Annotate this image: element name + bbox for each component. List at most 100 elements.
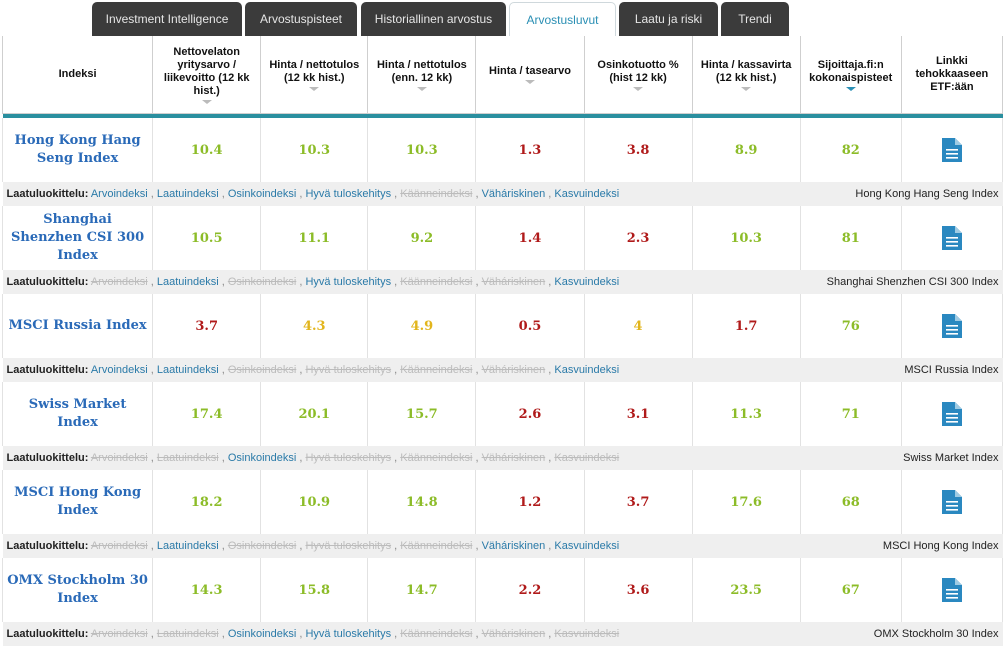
separator: , [545,364,555,376]
sort-arrow-icon[interactable] [201,99,212,104]
separator: , [545,540,555,552]
separator: , [218,364,228,376]
index-name-link[interactable]: MSCI Russia Index [1,294,154,358]
separator: , [147,276,157,288]
value-cell: 4.3 [260,294,369,358]
index-name-right: MSCI Hong Kong Index [882,540,999,552]
separator: , [147,540,157,552]
header-dividend-yield[interactable]: Osinkotuotto % (hist 12 kk) [583,36,693,114]
index-name-link[interactable]: Hong Kong Hang Seng Index [1,118,154,182]
separator: , [472,628,482,640]
category-tag[interactable]: Osinkoindeksi [227,452,297,464]
document-icon[interactable] [941,313,963,339]
sort-arrow-icon[interactable] [633,86,644,91]
classification-row: Laatuluokittelu: Arvoindeksi , Laatuinde… [2,534,1003,558]
separator: , [147,188,157,200]
separator: , [296,452,306,464]
category-tag[interactable]: Kasvuindeksi [554,540,620,552]
tab-trendi[interactable]: Trendi [721,2,789,36]
value-cell: 18.2 [152,470,262,534]
value-cell: 2.2 [475,558,585,622]
category-tag[interactable]: Laatuindeksi [156,540,219,552]
category-tag: Osinkoindeksi [227,364,297,376]
separator: , [545,452,555,464]
category-tag[interactable]: Arvoindeksi [90,188,148,200]
header-pb[interactable]: Hinta / tasearvo [475,36,585,114]
separator: , [296,364,306,376]
category-tag[interactable]: Kasvuindeksi [554,276,620,288]
value-cell: 15.7 [367,382,477,446]
category-tag: Käänneindeksi [400,364,473,376]
index-name-link[interactable]: MSCI Hong Kong Index [1,470,154,534]
table-row: Swiss Market Index 17.4 20.1 15.7 2.6 3.1 11.3… [1,382,1004,446]
sort-arrow-icon[interactable] [524,80,535,84]
classification-label: Laatuluokittelu: [6,188,89,200]
tab-arvostusluvut[interactable]: Arvostusluvut [509,2,616,36]
category-tag: Käänneindeksi [400,276,473,288]
category-tag[interactable]: Laatuindeksi [156,364,219,376]
separator: , [218,540,228,552]
tab-laatu-ja-riski[interactable]: Laatu ja riski [619,2,718,36]
document-icon[interactable] [941,137,963,163]
separator: , [391,540,401,552]
header-indeksi[interactable]: Indeksi [1,36,154,114]
category-tag: Väháriskinen [481,452,546,464]
document-icon[interactable] [941,401,963,427]
separator: , [218,276,228,288]
value-cell: 10.3 [691,206,801,270]
header-ev-ebit[interactable]: Nettovelaton yritysarvo / liikevoitto (1… [152,36,262,114]
document-icon[interactable] [941,489,963,515]
category-tag[interactable]: Osinkoindeksi [227,628,297,640]
document-icon[interactable] [941,577,963,603]
separator: , [147,452,157,464]
category-tag[interactable]: Kasvuindeksi [554,188,620,200]
header-pcf[interactable]: Hinta / kassavirta (12 kk hist.) [691,36,801,114]
category-tag[interactable]: Hyvä tuloskehitys [305,276,392,288]
sort-arrow-icon[interactable] [309,86,320,91]
sort-arrow-icon[interactable] [416,86,427,91]
category-tag[interactable]: Arvoindeksi [90,364,148,376]
category-tag: Hyvä tuloskehitys [305,540,392,552]
category-tag[interactable]: Hyvä tuloskehitys [305,188,392,200]
etf-link-cell [900,118,1004,182]
score-cell: 82 [799,118,902,182]
index-name-link[interactable]: Swiss Market Index [1,382,154,446]
separator: , [472,276,482,288]
category-tag[interactable]: Kasvuindeksi [554,364,620,376]
category-tag[interactable]: Väháriskinen [481,540,546,552]
separator: , [391,628,401,640]
header-total-score[interactable]: Sijoittaja.fi:n kokonaispisteet [799,36,902,114]
category-tag: Käänneindeksi [400,188,473,200]
sort-arrow-icon[interactable] [741,86,752,91]
value-cell: 4 [583,294,693,358]
classification-cell: Laatuluokittelu: Arvoindeksi , Laatuinde… [2,358,1003,382]
header-pe-hist[interactable]: Hinta / nettotulos (12 kk hist.) [260,36,369,114]
value-cell: 8.9 [691,118,801,182]
category-tag[interactable]: Väháriskinen [481,188,546,200]
category-tag: Väháriskinen [481,628,546,640]
classification-label: Laatuluokittelu: [6,628,89,640]
tab-arvostuspisteet[interactable]: Arvostuspisteet [245,2,357,36]
value-cell: 0.5 [475,294,585,358]
separator: , [472,452,482,464]
score-cell: 81 [799,206,902,270]
value-cell: 10.3 [260,118,369,182]
category-tag[interactable]: Laatuindeksi [156,276,219,288]
index-name-link[interactable]: OMX Stockholm 30 Index [1,558,154,622]
header-pe-fwd[interactable]: Hinta / nettotulos (enn. 12 kk) [367,36,477,114]
category-tag: Käänneindeksi [400,452,473,464]
valuation-table: Indeksi Nettovelaton yritysarvo / liikev… [1,36,1004,646]
separator: , [296,628,306,640]
value-cell: 3.6 [583,558,693,622]
separator: , [472,188,482,200]
index-name-link[interactable]: Shanghai Shenzhen CSI 300 Index [1,206,154,270]
category-tag[interactable]: Laatuindeksi [156,188,219,200]
document-icon[interactable] [941,225,963,251]
category-tag[interactable]: Hyvä tuloskehitys [305,628,392,640]
category-tag[interactable]: Osinkoindeksi [227,188,297,200]
sort-arrow-icon[interactable] [845,86,856,91]
tab-historiallinen-arvostus[interactable]: Historiallinen arvostus [361,2,506,36]
tab-investment-intelligence[interactable]: Investment Intelligence [92,2,242,36]
separator: , [147,364,157,376]
separator: , [218,628,228,640]
